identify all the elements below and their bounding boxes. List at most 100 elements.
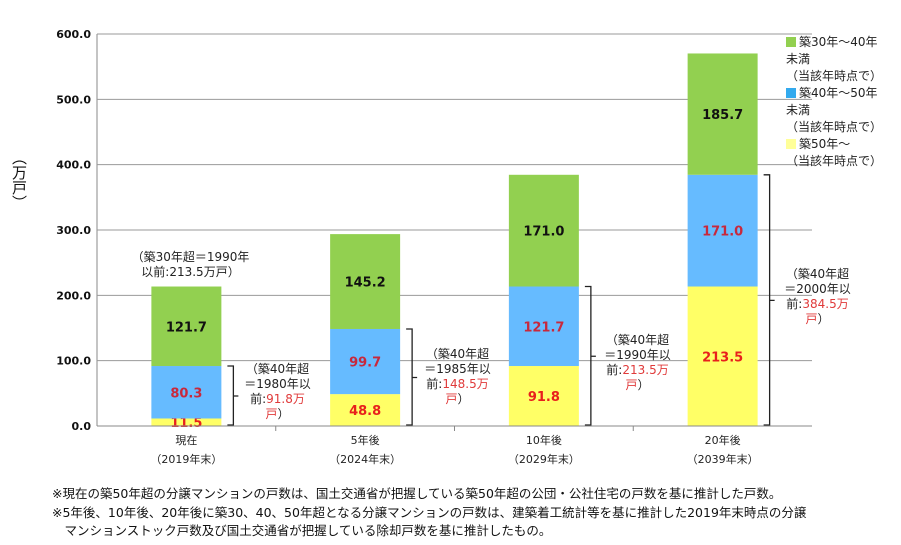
annotation-text: ） bbox=[457, 392, 470, 406]
data-label: 91.8 bbox=[528, 390, 560, 405]
legend-entry-30-40: 築30年～40年未満 （当該年時点で） bbox=[786, 34, 882, 85]
annotation-line: 戸） bbox=[600, 378, 675, 393]
footnote-1: ※現在の築50年超の分譲マンションの戸数は、国土交通省が把握している築50年超の… bbox=[52, 486, 782, 501]
annotation-value: 91.8万 bbox=[266, 392, 305, 406]
bracket bbox=[227, 365, 239, 426]
legend-text: 築40年～50年 bbox=[799, 86, 878, 100]
annotation-top: （築30年超＝1990年 以前:213.5万戸） bbox=[128, 250, 253, 280]
bar-segment bbox=[508, 286, 579, 367]
data-label: 121.7 bbox=[166, 320, 207, 335]
annotation-text: 前: bbox=[786, 297, 803, 311]
x-tick-label: （2039年末） bbox=[687, 452, 759, 466]
annotation-text: ） bbox=[277, 407, 290, 421]
legend-text: （当該年時点で） bbox=[786, 69, 883, 83]
annotation-bracket-2: （築40年超 ＝1990年以 前:213.5万 戸） bbox=[600, 333, 675, 393]
annotation-text: 前: bbox=[426, 377, 443, 391]
data-label: 80.3 bbox=[170, 386, 202, 401]
legend: 築30年～40年 未満 （当該年時点で） 築40年～50年 未満 （当該年時点で） 築5… bbox=[786, 34, 882, 170]
annotation-value: 148.5万 bbox=[442, 377, 489, 391]
bar-segment bbox=[151, 418, 222, 426]
y-tick-label: 500.0 bbox=[56, 93, 91, 106]
legend-text: （当該年時点で） bbox=[786, 154, 883, 168]
legend-text: （当該年時点で） bbox=[786, 120, 883, 134]
bracket bbox=[406, 328, 418, 426]
annotation-bracket-1: （築40年超 ＝1985年以 前:148.5万 戸） bbox=[420, 347, 495, 407]
annotation-value: 戸 bbox=[445, 392, 458, 406]
bar-segment bbox=[687, 174, 758, 287]
annotation-line: 前:213.5万 bbox=[600, 363, 675, 378]
bracket bbox=[584, 285, 596, 426]
annotation-line: （築40年超 bbox=[425, 347, 490, 361]
x-tick-label: 現在 bbox=[175, 434, 197, 447]
y-tick-label: 600.0 bbox=[56, 28, 91, 41]
data-label: 213.5 bbox=[702, 350, 743, 365]
annotation-line: （築40年超 bbox=[785, 267, 850, 281]
data-label: 185.7 bbox=[702, 108, 743, 123]
annotation-line: （築40年超 bbox=[605, 333, 670, 347]
annotation-bracket-3: （築40年超 ＝2000年以 前:384.5万 戸） bbox=[780, 267, 855, 327]
legend-entry-40-50: 築40年～50年未満 （当該年時点で） bbox=[786, 85, 882, 136]
bar-segment bbox=[330, 328, 401, 395]
y-axis-label: （万戸） bbox=[10, 150, 28, 210]
x-tick-label: 10年後 bbox=[526, 433, 562, 447]
annotation-value: 384.5万 bbox=[802, 297, 849, 311]
legend-text: 築50年～ bbox=[799, 137, 851, 151]
annotation-line: 前:91.8万 bbox=[240, 392, 315, 407]
bar-segment bbox=[508, 174, 579, 287]
annotation-line: （築30年超＝1990年 bbox=[131, 250, 250, 264]
data-label: 99.7 bbox=[349, 356, 381, 371]
legend-swatch bbox=[786, 139, 796, 149]
y-tick-label: 0.0 bbox=[72, 420, 92, 433]
x-tick-label: （2024年末） bbox=[329, 452, 401, 466]
annotation-text: 前: bbox=[250, 392, 267, 406]
annotation-line: ＝2000年以 bbox=[784, 282, 851, 296]
bar-segment bbox=[151, 366, 222, 419]
x-tick-label: 5年後 bbox=[351, 433, 380, 447]
legend-text: 未満 bbox=[786, 52, 811, 66]
data-label: 48.8 bbox=[349, 404, 381, 419]
bar-segment bbox=[687, 286, 758, 426]
x-tick-label: （2019年末） bbox=[150, 452, 222, 466]
bar-segment bbox=[330, 394, 401, 426]
y-tick-label: 200.0 bbox=[56, 289, 91, 302]
annotation-line: 前:148.5万 bbox=[420, 377, 495, 392]
annotation-text: ） bbox=[637, 378, 650, 392]
annotation-value: 213.5万 bbox=[622, 363, 669, 377]
bar-segment bbox=[151, 286, 222, 367]
legend-text: 未満 bbox=[786, 103, 811, 117]
annotation-bracket-0: （築40年超 ＝1980年以 前:91.8万 戸） bbox=[240, 362, 315, 422]
x-tick-label: 20年後 bbox=[705, 433, 741, 447]
legend-swatch bbox=[786, 37, 796, 47]
annotation-line: 戸） bbox=[420, 392, 495, 407]
annotation-text: 前: bbox=[606, 363, 623, 377]
annotation-value: 戸 bbox=[625, 378, 638, 392]
annotation-line: 前:384.5万 bbox=[780, 297, 855, 312]
x-tick-label: （2029年末） bbox=[508, 452, 580, 466]
annotation-text: ） bbox=[817, 312, 830, 326]
footnote-3: マンションストック戸数及び国土交通省が把握している除却戸数を基に推計したもの。 bbox=[52, 523, 552, 538]
annotation-line: 以前:213.5万戸） bbox=[141, 265, 240, 279]
data-label: 171.0 bbox=[702, 225, 743, 240]
annotation-value: 戸 bbox=[265, 407, 278, 421]
annotation-line: （築40年超 bbox=[245, 362, 310, 376]
data-label: 121.7 bbox=[523, 320, 564, 335]
annotation-line: 戸） bbox=[240, 407, 315, 422]
annotation-line: ＝1980年以 bbox=[244, 377, 311, 391]
annotation-line: ＝1990年以 bbox=[604, 348, 671, 362]
y-tick-label: 300.0 bbox=[56, 224, 91, 237]
legend-entry-50: 築50年～ （当該年時点で） bbox=[786, 136, 882, 170]
footnote-2: ※5年後、10年後、20年後に築30、40、50年超となる分譲マンションの戸数は… bbox=[52, 505, 807, 520]
bar-segment bbox=[687, 53, 758, 175]
legend-text: 築30年～40年 bbox=[799, 35, 878, 49]
y-tick-label: 400.0 bbox=[56, 159, 91, 172]
bar-segment bbox=[330, 234, 401, 329]
data-label: 171.0 bbox=[523, 225, 564, 240]
annotation-line: ＝1985年以 bbox=[424, 362, 491, 376]
annotation-value: 戸 bbox=[805, 312, 818, 326]
legend-swatch bbox=[786, 88, 796, 98]
y-tick-label: 100.0 bbox=[56, 355, 91, 368]
data-label: 11.5 bbox=[170, 416, 202, 431]
bracket bbox=[763, 174, 775, 426]
